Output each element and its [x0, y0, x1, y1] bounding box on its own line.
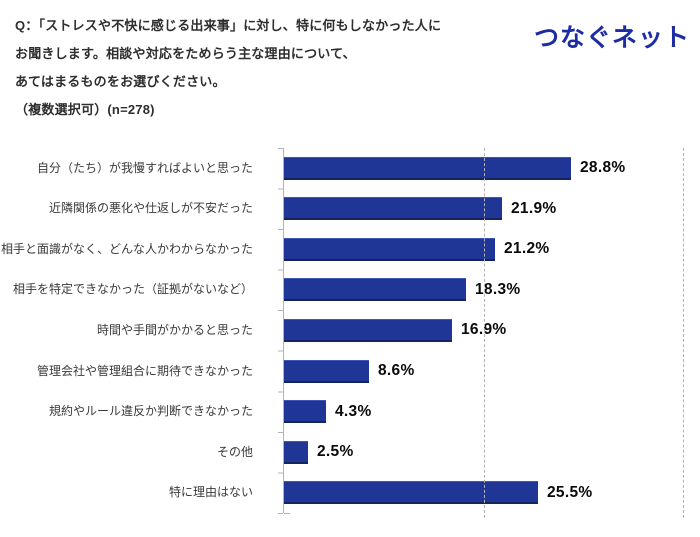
- value-label: 18.3%: [475, 280, 521, 298]
- category-label: 時間や手間がかかると思った: [96, 322, 253, 337]
- value-label: 4.3%: [335, 402, 372, 420]
- bar: [283, 278, 466, 302]
- bar: [283, 197, 502, 221]
- bar: [283, 156, 571, 180]
- category-label: 特に理由はない: [168, 485, 253, 500]
- question-line-1: Q：「ストレスや不快に感じる出来事」に対し、特に何もしなかった人に: [15, 18, 442, 33]
- bar: [283, 400, 326, 424]
- value-label: 25.5%: [547, 483, 593, 501]
- category-label: 相手を特定できなかった（証拠がないなど）: [12, 282, 253, 297]
- bar-chart: 自分（たち）が我慢すればよいと思った 28.8% 近隣関係の悪化や仕返しが不安だ…: [0, 148, 700, 518]
- chart-row: その他 2.5%: [0, 432, 700, 473]
- question-text: Q：「ストレスや不快に感じる出来事」に対し、特に何もしなかった人に お聞きします…: [15, 12, 475, 124]
- question-line-3: あてはまるものをお選びください。: [15, 74, 226, 89]
- bar: [283, 440, 308, 464]
- category-label: 規約やルール違反か判断できなかった: [48, 404, 253, 419]
- chart-row: 相手を特定できなかった（証拠がないなど） 18.3%: [0, 270, 700, 311]
- category-label: 管理会社や管理組合に期待できなかった: [36, 363, 253, 378]
- value-label: 16.9%: [461, 321, 507, 339]
- value-label: 21.9%: [511, 199, 557, 217]
- bar: [283, 359, 369, 383]
- category-label: 自分（たち）が我慢すればよいと思った: [36, 160, 253, 175]
- bar: [283, 318, 452, 342]
- bar: [283, 481, 538, 505]
- chart-row: 規約やルール違反か判断できなかった 4.3%: [0, 391, 700, 432]
- value-label: 8.6%: [378, 362, 415, 379]
- value-label: 2.5%: [317, 443, 354, 461]
- category-label: その他: [216, 444, 253, 459]
- value-label: 21.2%: [504, 240, 550, 258]
- question-line-4: （複数選択可）(n=278): [15, 102, 155, 117]
- chart-row: 自分（たち）が我慢すればよいと思った 28.8%: [0, 148, 700, 189]
- chart-row: 相手と面識がなく、どんな人かわからなかった 21.2%: [0, 229, 700, 270]
- bar: [283, 237, 495, 261]
- question-line-2: お聞きします。相談や対応をためらう主な理由について、: [15, 46, 356, 61]
- category-label: 相手と面識がなく、どんな人かわからなかった: [0, 241, 253, 256]
- chart-row: 時間や手間がかかると思った 16.9%: [0, 310, 700, 351]
- chart-row: 特に理由はない 25.5%: [0, 472, 700, 513]
- chart-row: 管理会社や管理組合に期待できなかった 8.6%: [0, 351, 700, 392]
- chart-row: 近隣関係の悪化や仕返しが不安だった 21.9%: [0, 189, 700, 230]
- value-label: 28.8%: [580, 159, 626, 177]
- brand-logo: つなぐネット: [533, 24, 690, 52]
- category-label: 近隣関係の悪化や仕返しが不安だった: [48, 201, 253, 216]
